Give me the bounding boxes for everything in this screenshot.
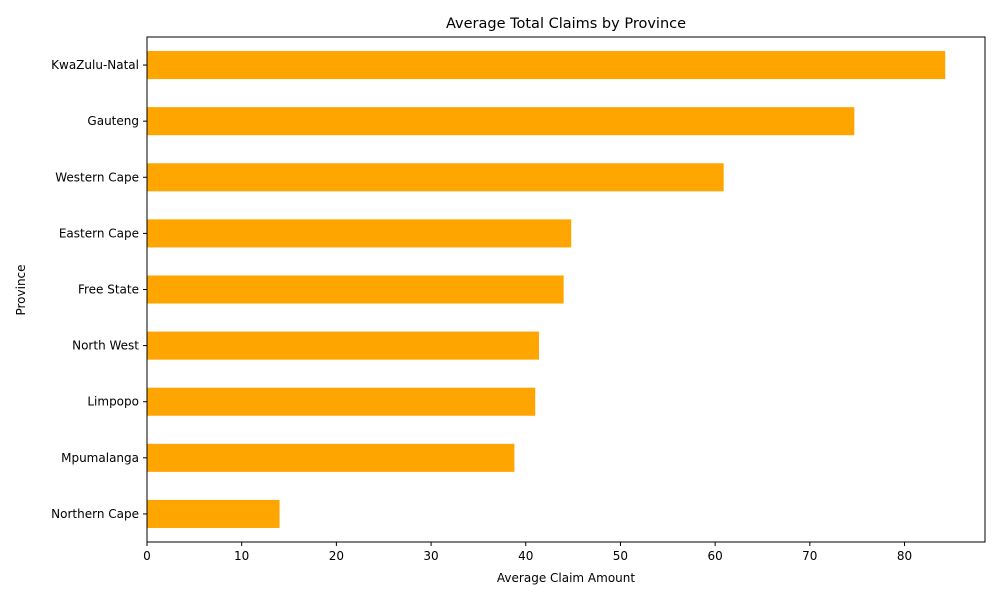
y-tick-label: Limpopo: [87, 395, 139, 409]
bar: [147, 107, 855, 136]
plot-frame: [146, 36, 986, 543]
y-axis-title: Province: [14, 264, 28, 315]
y-axis-ticks: Northern Cape Mpumalanga Limpopo North West…: [51, 58, 147, 521]
bar: [147, 51, 946, 80]
x-tick-label: 20: [329, 549, 344, 563]
y-tick-label: Eastern Cape: [59, 226, 139, 240]
x-tick-label: 70: [802, 549, 817, 563]
chart-title: Average Total Claims by Province: [446, 16, 686, 32]
x-tick-label: 40: [518, 549, 533, 563]
y-tick-label: Northern Cape: [51, 507, 139, 521]
y-tick-label: KwaZulu-Natal: [51, 58, 139, 72]
bar: [147, 163, 724, 192]
bar: [147, 219, 572, 248]
x-tick-label: 30: [423, 549, 438, 563]
x-tick-label: 50: [613, 549, 628, 563]
bar: [147, 387, 536, 416]
y-tick-label: Western Cape: [55, 170, 139, 184]
y-tick-label: North West: [72, 339, 139, 353]
bar: [147, 331, 540, 360]
x-tick-label: 60: [707, 549, 722, 563]
y-tick-label: Gauteng: [87, 114, 139, 128]
bar: [147, 275, 564, 304]
x-axis-title: Average Claim Amount: [497, 571, 635, 585]
y-tick-label: Free State: [78, 283, 139, 297]
bar: [147, 499, 280, 528]
y-tick-label: Mpumalanga: [61, 451, 139, 465]
x-tick-label: 0: [143, 549, 151, 563]
x-tick-label: 10: [234, 549, 249, 563]
bar: [147, 443, 515, 472]
x-axis-ticks: 0 10 20 30 40 50 60 70 80: [143, 542, 912, 563]
bars-layer: [147, 51, 946, 528]
x-tick-label: 80: [897, 549, 912, 563]
